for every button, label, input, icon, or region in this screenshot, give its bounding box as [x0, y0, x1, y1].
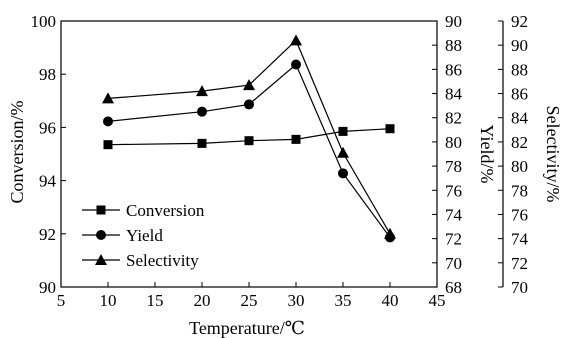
x-tick-label: 20 — [194, 291, 211, 310]
data-point-conversion — [197, 138, 207, 148]
yield-tick-label: 68 — [445, 278, 462, 297]
y-axis-label-selectivity: Selectivity/% — [543, 106, 562, 203]
data-point-selectivity — [196, 85, 208, 97]
yield-tick-label: 78 — [445, 157, 462, 176]
yield-tick-label: 70 — [445, 254, 462, 273]
x-tick-label: 45 — [429, 291, 446, 310]
selectivity-tick-label: 80 — [511, 157, 528, 176]
x-tick-label: 35 — [335, 291, 352, 310]
data-point-yield — [103, 116, 113, 127]
conversion-tick-label: 92 — [39, 225, 56, 244]
yield-tick-label: 76 — [445, 181, 462, 200]
series-line-yield — [107, 63, 391, 238]
legend-marker-yield — [96, 230, 106, 240]
selectivity-tick-label: 82 — [511, 133, 528, 152]
y-axis-label-conversion: Conversion/% — [7, 101, 27, 204]
data-point-yield — [197, 106, 207, 117]
yield-tick-label: 88 — [445, 36, 462, 55]
legend-label-yield: Yield — [126, 226, 163, 245]
series-line-conversion — [107, 128, 391, 146]
yield-tick-label: 74 — [445, 205, 463, 224]
yield-tick-label: 72 — [445, 230, 462, 249]
data-point-conversion — [291, 134, 301, 144]
yield-tick-label: 86 — [445, 60, 462, 79]
x-tick-label: 30 — [288, 291, 305, 310]
x-tick-label: 25 — [241, 291, 258, 310]
data-point-conversion — [385, 124, 395, 134]
conversion-tick-label: 96 — [39, 118, 56, 137]
data-point-yield — [291, 59, 301, 70]
x-tick-label: 5 — [57, 291, 66, 310]
x-tick-label: 40 — [382, 291, 399, 310]
x-axis-label: Temperature/℃ — [189, 318, 305, 338]
legend-marker-selectivity — [95, 254, 107, 265]
data-point-selectivity — [290, 34, 302, 46]
conversion-tick-label: 100 — [31, 12, 57, 31]
selectivity-tick-label: 88 — [511, 60, 528, 79]
selectivity-tick-label: 78 — [511, 181, 528, 200]
legend-label-conversion: Conversion — [126, 201, 205, 220]
x-tick-label: 15 — [147, 291, 164, 310]
data-point-selectivity — [337, 146, 349, 158]
legend-label-selectivity: Selectivity — [126, 251, 199, 270]
data-point-selectivity — [102, 92, 114, 104]
legend-marker-conversion — [96, 205, 106, 215]
selectivity-tick-label: 74 — [511, 230, 529, 249]
selectivity-tick-label: 86 — [511, 85, 528, 104]
data-point-selectivity — [243, 79, 255, 91]
yield-tick-label: 80 — [445, 133, 462, 152]
data-point-yield — [244, 99, 254, 110]
conversion-tick-label: 98 — [39, 65, 56, 84]
series-line-selectivity — [107, 39, 391, 235]
data-point-conversion — [103, 140, 113, 150]
selectivity-tick-label: 76 — [511, 205, 528, 224]
conversion-tick-label: 90 — [39, 278, 56, 297]
x-tick-label: 10 — [100, 291, 117, 310]
y-axis-label-yield: Yield/% — [477, 125, 497, 184]
yield-tick-label: 90 — [445, 12, 462, 31]
conversion-tick-label: 94 — [39, 172, 57, 191]
yield-tick-label: 84 — [445, 85, 463, 104]
selectivity-tick-label: 70 — [511, 278, 528, 297]
data-point-conversion — [244, 136, 254, 146]
data-point-conversion — [338, 126, 348, 136]
data-point-selectivity — [384, 227, 396, 239]
plot-frame — [60, 20, 438, 288]
yield-tick-label: 82 — [445, 109, 462, 128]
selectivity-tick-label: 92 — [511, 12, 528, 31]
data-point-yield — [338, 168, 348, 179]
selectivity-tick-label: 84 — [511, 109, 529, 128]
selectivity-tick-label: 72 — [511, 254, 528, 273]
selectivity-tick-label: 90 — [511, 36, 528, 55]
